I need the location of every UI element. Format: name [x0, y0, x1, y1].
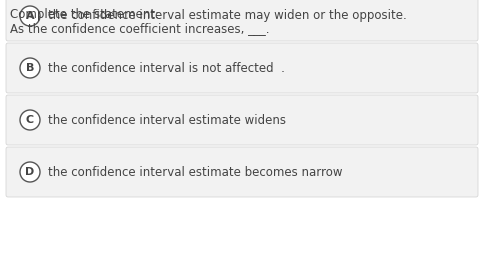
Text: the confidence interval estimate widens: the confidence interval estimate widens — [48, 114, 286, 127]
Text: B: B — [26, 63, 34, 73]
Text: the confidence interval estimate becomes narrow: the confidence interval estimate becomes… — [48, 165, 343, 179]
Circle shape — [20, 58, 40, 78]
Text: the confidence interval is not affected  .: the confidence interval is not affected … — [48, 62, 285, 74]
Circle shape — [20, 110, 40, 130]
Circle shape — [20, 6, 40, 26]
Text: D: D — [25, 167, 35, 177]
FancyBboxPatch shape — [6, 0, 478, 41]
FancyBboxPatch shape — [6, 147, 478, 197]
Text: Complete the statement:: Complete the statement: — [10, 8, 159, 21]
Circle shape — [20, 162, 40, 182]
FancyBboxPatch shape — [6, 43, 478, 93]
Text: the confidence interval estimate may widen or the opposite.: the confidence interval estimate may wid… — [48, 9, 407, 23]
Text: C: C — [26, 115, 34, 125]
Text: As the confidence coefficient increases, ___.: As the confidence coefficient increases,… — [10, 22, 270, 35]
FancyBboxPatch shape — [6, 95, 478, 145]
Text: A: A — [26, 11, 34, 21]
